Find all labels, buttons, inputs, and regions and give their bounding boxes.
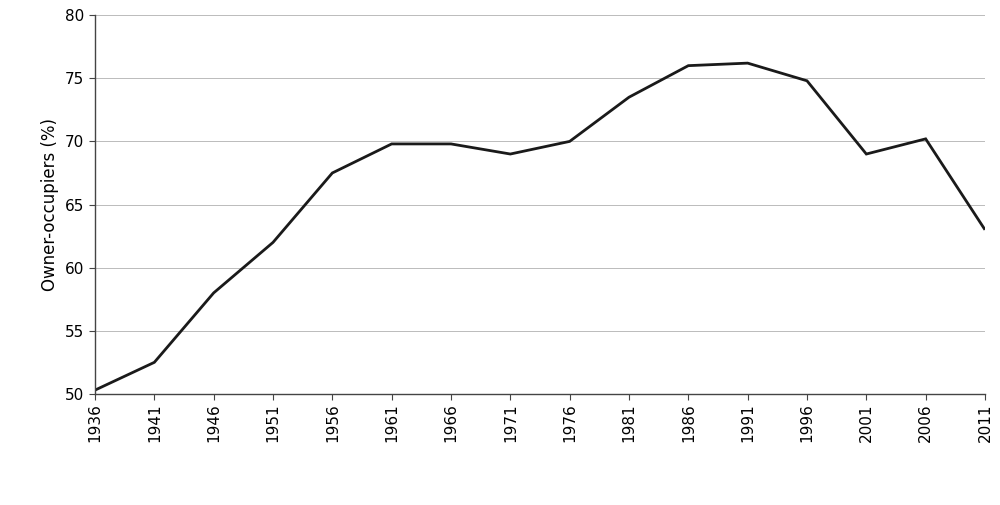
Y-axis label: Owner-occupiers (%): Owner-occupiers (%) <box>41 118 59 291</box>
